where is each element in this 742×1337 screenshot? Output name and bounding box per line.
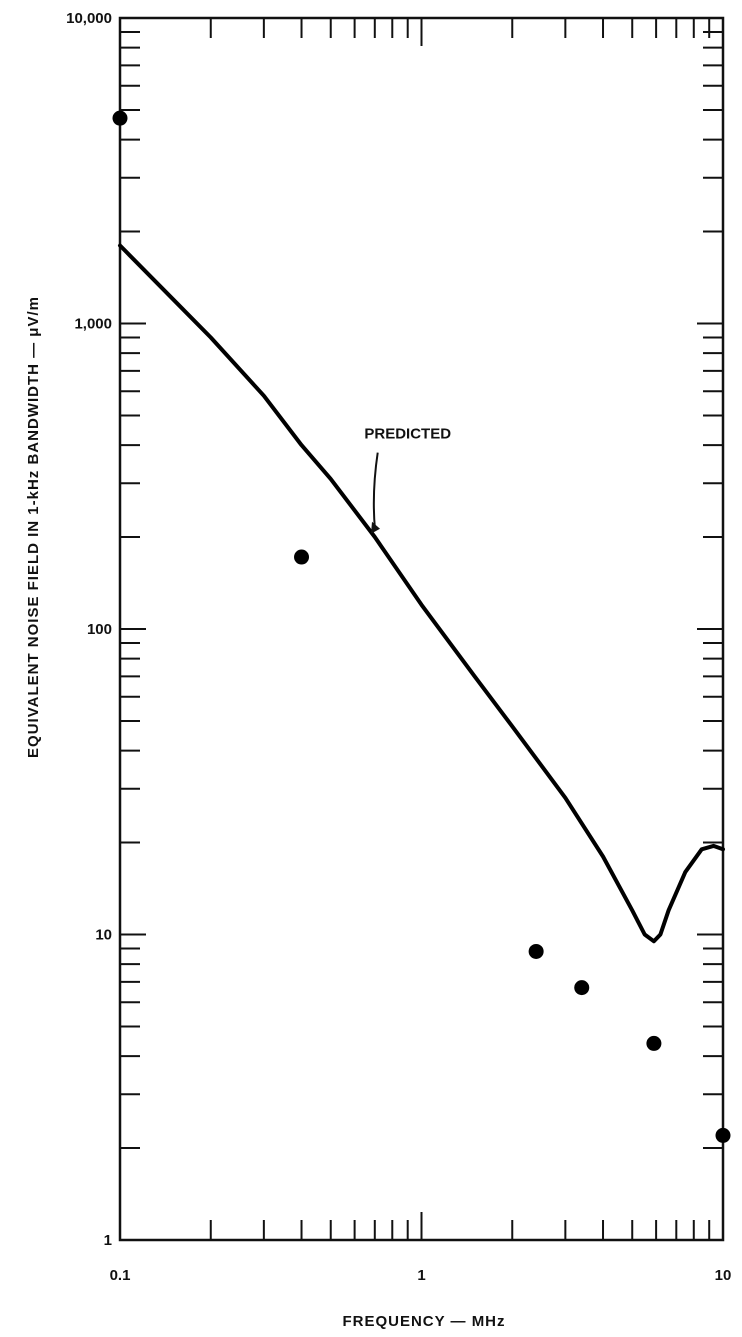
x-tick-label: 10 bbox=[715, 1267, 732, 1284]
y-tick-label: 10 bbox=[95, 927, 112, 944]
measured-point bbox=[715, 1127, 731, 1143]
plot-frame bbox=[118, 16, 725, 1242]
measured-point bbox=[646, 1035, 662, 1051]
predicted-arrowhead bbox=[371, 521, 381, 534]
x-tick-label: 0.1 bbox=[110, 1267, 131, 1284]
x-tick-labels: 0.1 1 10 bbox=[110, 1267, 732, 1284]
annotations: PREDICTED bbox=[364, 426, 451, 534]
plot-border bbox=[118, 16, 725, 1242]
predicted-arrow bbox=[372, 452, 379, 530]
y-axis-label: EQUIVALENT NOISE FIELD IN 1-kHz BANDWIDT… bbox=[25, 296, 42, 758]
minor-ticks bbox=[120, 18, 723, 1240]
measured-point bbox=[528, 943, 544, 959]
y-tick-label: 100 bbox=[87, 621, 112, 638]
measured-point bbox=[112, 110, 128, 126]
y-tick-label: 10,000 bbox=[66, 10, 112, 27]
measured-point bbox=[574, 980, 590, 996]
x-axis-label: FREQUENCY — MHz bbox=[342, 1313, 505, 1330]
measured-point bbox=[294, 549, 310, 565]
series-group bbox=[112, 110, 731, 1143]
y-tick-labels: 1 10 100 1,000 10,000 bbox=[66, 10, 112, 1249]
predicted-label: PREDICTED bbox=[364, 426, 451, 443]
x-tick-label: 1 bbox=[417, 1267, 425, 1284]
predicted-curve bbox=[118, 243, 725, 944]
y-tick-label: 1,000 bbox=[74, 316, 112, 333]
y-tick-label: 1 bbox=[104, 1232, 112, 1249]
